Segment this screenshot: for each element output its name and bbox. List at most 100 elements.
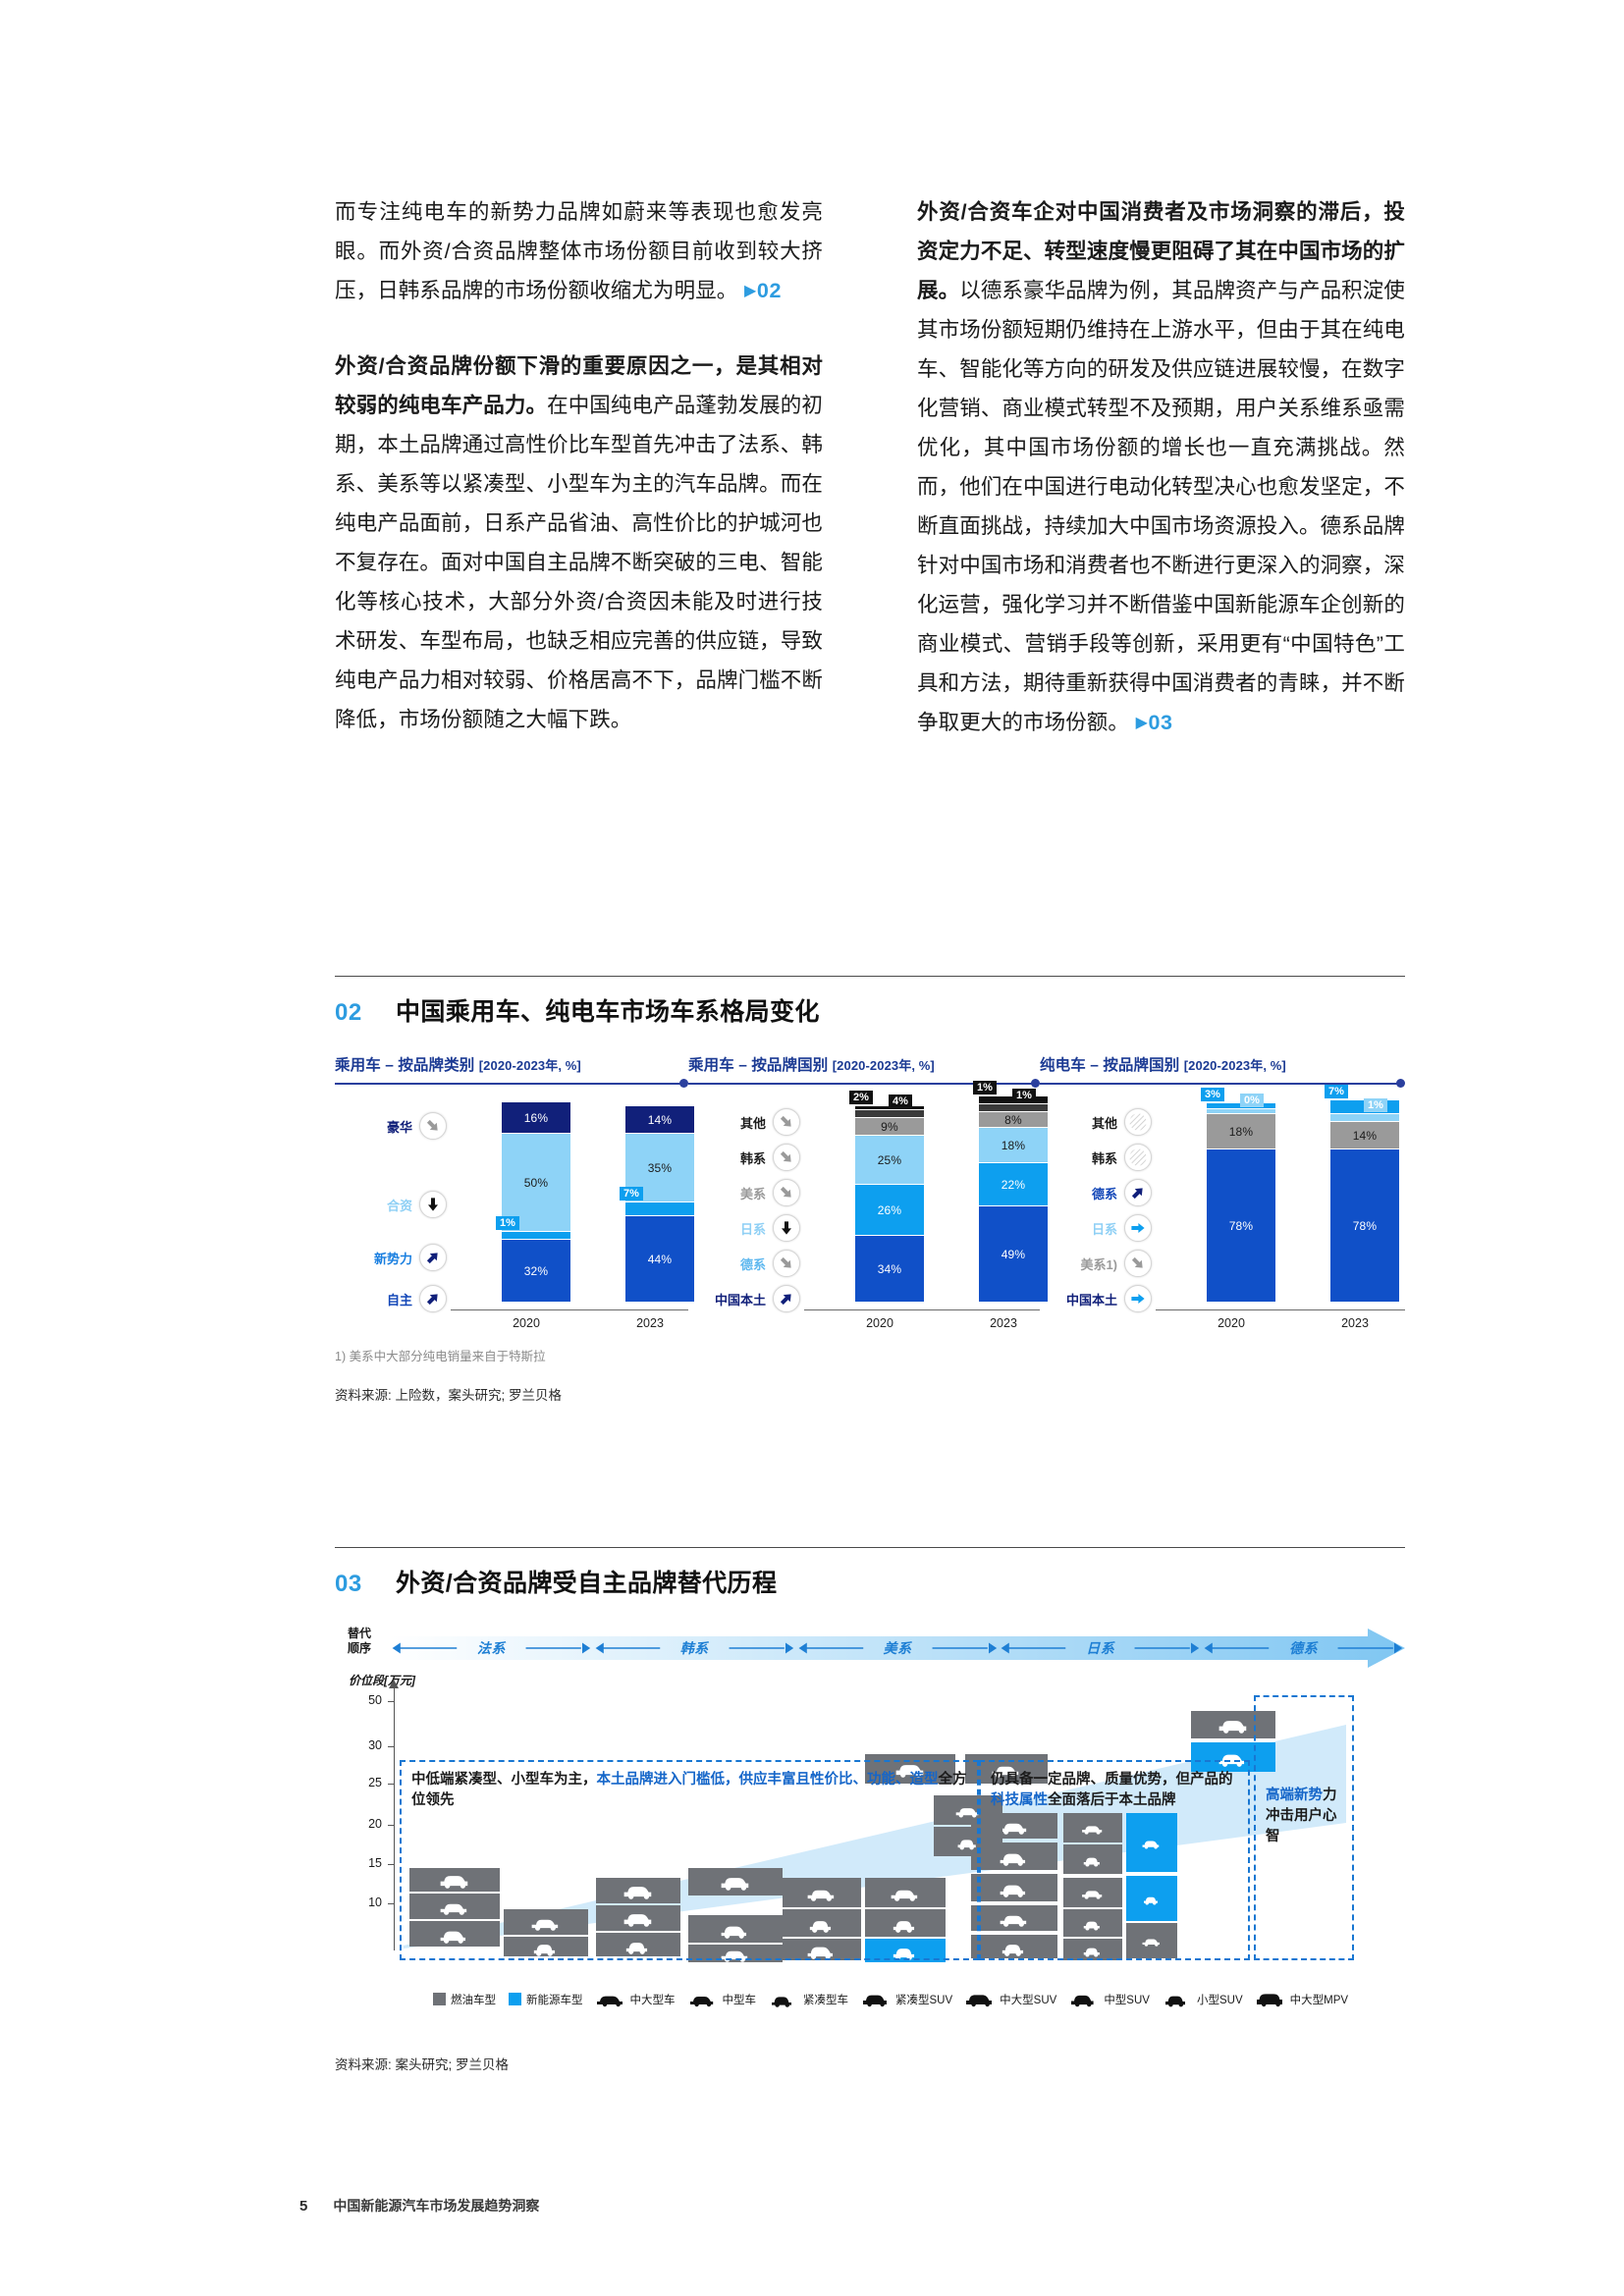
bar-group: 3% 0% 18% 78% 7% 1% 14% 78% — [1165, 1085, 1405, 1303]
car-cell — [1063, 1939, 1122, 1960]
legend-label: 韩系 — [1091, 1150, 1117, 1166]
bar-value-label: 18% — [1228, 1124, 1254, 1139]
paragraph-right-1: 外资/合资车企对中国消费者及市场洞察的滞后，投资定力不足、转型速度慢更阻碍了其在… — [917, 192, 1405, 745]
trend-hatch-icon — [1124, 1108, 1152, 1136]
bar-value-label: 14% — [1352, 1128, 1378, 1143]
bar-segment-日系: 0% — [1207, 1094, 1275, 1114]
bar-value-label: 32% — [523, 1263, 549, 1278]
bar-value-label: 78% — [1228, 1218, 1254, 1233]
bar-value-callout: 0% — [1240, 1094, 1264, 1107]
sedan-mid-icon — [689, 1997, 713, 2007]
trend-hatch-icon — [1124, 1144, 1152, 1171]
legend-label: 美系 — [739, 1186, 766, 1201]
y-tick-mark — [388, 1825, 395, 1826]
bar-segment-中国本土: 49% — [979, 1206, 1048, 1303]
trend-down-right-icon — [419, 1112, 447, 1140]
legend-item-中型SUV: 中型SUV — [1069, 1991, 1150, 2007]
stacked-bar-chart-1: 乘用车 – 按品牌类别 [2020-2023年, %] 豪华 合资 新势力 自主 2020… — [335, 1053, 694, 1332]
car-cell — [1126, 1813, 1177, 1872]
bar-segment-德系: 26% — [855, 1185, 924, 1236]
bar-value-label: 44% — [647, 1252, 673, 1266]
legend-label: 紧凑型车 — [803, 1994, 848, 2006]
chart-legend: 豪华 合资 新势力 自主 — [335, 1106, 451, 1312]
bar-value-callout: 1% — [1364, 1098, 1387, 1112]
exhibit-03-legend: 燃油车型 新能源车型 中大型车 中型车 紧凑型车 紧凑型SUV 中大型SUV 中型SUV 小型S… — [433, 1991, 1348, 2007]
legend-item-美系: 美系 — [740, 1179, 800, 1206]
x-axis-label: 2020 — [1218, 1316, 1245, 1330]
bar-value-label: 26% — [877, 1202, 902, 1217]
exhibit-ref-02[interactable]: ▶02 — [737, 279, 782, 302]
exhibit-02-header: 02 中国乘用车、纯电车市场车系格局变化 — [335, 992, 1405, 1028]
legend-swatch — [509, 1993, 521, 2005]
car-cell — [1063, 1909, 1122, 1937]
car-cell — [783, 1909, 861, 1937]
legend-item-中大型MPV: 中大型MPV — [1256, 1991, 1348, 2007]
car-cell — [1126, 1923, 1177, 1958]
bar-value-label: 49% — [1001, 1247, 1026, 1261]
timeline-label: 美系 — [883, 1640, 912, 1656]
legend-item-韩系: 韩系 — [740, 1144, 800, 1171]
legend-item-日系: 日系 — [740, 1214, 800, 1242]
legend-label: 紧凑型SUV — [895, 1994, 953, 2006]
bar-2023: 1% 1% 8% 18% 22% 49% — [973, 1081, 1048, 1303]
paragraph-lead-bold: 外资/合资车企对中国消费者及市场洞察的滞后，投资定力不足、转型速度慢更阻碍了其在… — [917, 200, 1405, 302]
legend-label: 其他 — [739, 1115, 766, 1131]
paragraph-text: 而专注纯电车的新势力品牌如蔚来等表现也愈发亮眼。而外资/合资品牌整体市场份额目前… — [335, 200, 823, 302]
bar-value-label: 14% — [647, 1112, 673, 1127]
trend-down-right-icon — [773, 1179, 800, 1206]
bar-value-label: 16% — [523, 1110, 549, 1125]
exhibit-footnote: 1) 美系中大部分纯电销量来自于特斯拉 — [335, 1350, 546, 1363]
car-cell — [1063, 1813, 1122, 1842]
segment-arrow-icon — [798, 1642, 997, 1654]
page-number: 5 — [299, 2198, 308, 2215]
trend-up-right-icon — [419, 1244, 447, 1271]
chart-range: [2020-2023年, %] — [478, 1058, 581, 1073]
legend-item-新势力: 新势力 — [374, 1244, 447, 1271]
x-axis-line — [451, 1309, 688, 1310]
chart-plot: 其他 韩系 德系 日系 美系1) 中国本土 2020 2023 3% 0% 18% 78% 7% 1% 14… — [1040, 1085, 1405, 1332]
bar-value-label: 18% — [1001, 1138, 1026, 1152]
x-axis-label: 2020 — [513, 1316, 540, 1330]
trend-up-right-icon — [419, 1285, 447, 1312]
timeline-axis-label-line2: 顺序 — [347, 1641, 371, 1655]
timeline-segment-美系: 美系 — [796, 1629, 1000, 1668]
bar-value-callout: 7% — [620, 1187, 643, 1201]
y-tick-label: 50 — [368, 1693, 382, 1707]
bar-value-callout: 1% — [1012, 1089, 1036, 1102]
legend-item-德系: 德系 — [1092, 1179, 1152, 1206]
bar-segment-美系: 8% — [979, 1112, 1048, 1128]
chart-range: [2020-2023年, %] — [832, 1058, 935, 1073]
exhibit-ref-label: 02 — [756, 279, 783, 302]
bar-segment-日系: 18% — [979, 1128, 1048, 1163]
left-column: 而专注纯电车的新势力品牌如蔚来等表现也愈发亮眼。而外资/合资品牌整体市场份额目前… — [335, 192, 823, 745]
callout-part: 中低端紧凑型、小型车为主， — [411, 1772, 597, 1788]
car-cell — [865, 1754, 955, 1784]
car-cell — [1063, 1878, 1122, 1907]
bar-2023: 14% 35% 7% 44% — [620, 1106, 694, 1303]
exhibit-02: 02 中国乘用车、纯电车市场车系格局变化 乘用车 – 按品牌类别 [2020-2… — [335, 976, 1405, 1404]
callout-text-left: 中低端紧凑型、小型车为主，本土品牌进入门槛低，供应丰富且性价比、功能、造型全方位… — [411, 1770, 967, 1811]
bar-segment-美系1): 14% — [1330, 1122, 1399, 1149]
callout-box-middle — [979, 1760, 1250, 1960]
callout-part: 全面落后于本土品牌 — [1048, 1792, 1176, 1808]
chart-title: 纯电车 – 按品牌国别 [2020-2023年, %] — [1040, 1057, 1286, 1074]
legend-label: 新能源车型 — [526, 1994, 583, 2006]
legend-label: 豪华 — [386, 1119, 412, 1135]
y-tick-label: 25 — [368, 1776, 382, 1789]
exhibit-ref-03[interactable]: ▶03 — [1129, 711, 1173, 734]
title-underline — [688, 1079, 1040, 1089]
y-tick-label: 30 — [368, 1738, 382, 1752]
right-column: 外资/合资车企对中国消费者及市场洞察的滞后，投资定力不足、转型速度慢更阻碍了其在… — [917, 192, 1405, 745]
bar-segment-豪华: 14% — [625, 1106, 694, 1134]
y-tick-mark — [388, 1746, 395, 1747]
car-cell — [1191, 1711, 1275, 1738]
legend-item-燃油车型: 燃油车型 — [433, 1992, 496, 2007]
callout-text-middle: 仍具备一定品牌、质量优势，但产品的科技属性全面落后于本土品牌 — [991, 1770, 1236, 1811]
bar-segment-美系: 9% — [855, 1118, 924, 1136]
callout-part: 力冲击用户心智 — [1266, 1788, 1337, 1844]
car-cell — [783, 1878, 861, 1907]
compact-icon — [772, 1997, 791, 2007]
bar-value-label: 25% — [877, 1152, 902, 1167]
y-tick-label: 20 — [368, 1817, 382, 1831]
timeline-segment-韩系: 韩系 — [593, 1629, 796, 1668]
